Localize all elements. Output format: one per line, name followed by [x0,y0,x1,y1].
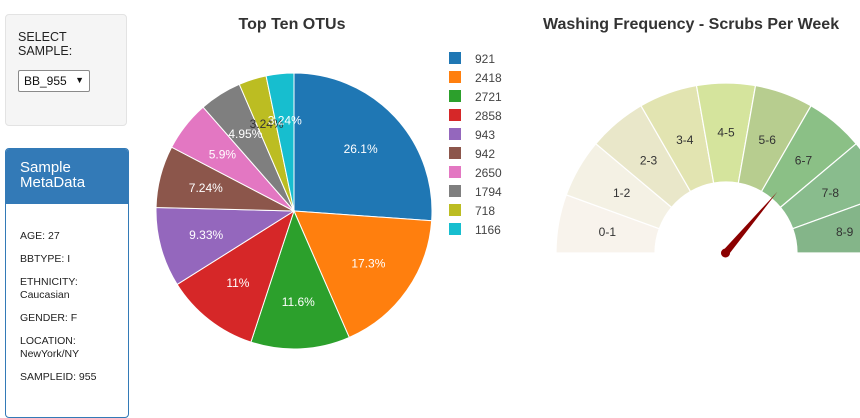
pie-slice-label: 26.1% [344,142,378,156]
gauge-sector-label: 7-8 [822,186,840,200]
gauge-sector-7-8 [779,142,860,230]
legend-swatch-1166[interactable] [449,223,461,235]
legend-label-2650[interactable]: 2650 [475,166,502,180]
pie-slice-label: 11.6% [282,295,315,309]
gauge-sector-label: 8-9 [836,225,854,239]
pie-slice-label: 11% [226,276,249,290]
top-otus-pie-chart: Top Ten OTUs 26.1% 17.3% 11.6% 11% 9.33% 7.24… [155,16,502,350]
pie-slice-2418[interactable] [293,210,433,339]
pie-slice-label: 17.3% [351,257,385,271]
legend-swatch-2858[interactable] [449,109,461,121]
chevron-down-icon: ▼ [75,75,84,85]
pie-slice-2858[interactable] [176,209,295,343]
metadata-title-line2: MetaData [20,174,86,191]
legend-label-2418[interactable]: 2418 [475,71,502,85]
legend-swatch-2418[interactable] [449,71,461,83]
pie-slice-943[interactable] [155,206,296,286]
gauge-sector-label: 0-1 [599,225,617,239]
pie-slice-label: 7.24% [189,181,223,195]
gauge-sector-8-9 [791,203,860,254]
metadata-title-line1: Sample [20,159,71,176]
sample-dropdown[interactable]: BB_955 ▼ [18,70,90,92]
legend-label-2858[interactable]: 2858 [475,109,502,123]
pie-slice-label: 4.95% [228,127,262,141]
metadata-age: AGE: 27 [20,230,60,242]
washing-frequency-gauge: Washing Frequency - Scrubs Per Week 0-1 1… [543,16,860,258]
pie-slice-label: 3.24% [250,117,284,131]
gauge-sector-label: 2-3 [640,154,658,168]
metadata-panel-heading: Sample MetaData [6,149,128,204]
pie-slice-2721[interactable] [250,209,350,350]
legend-swatch-718[interactable] [449,204,461,216]
gauge-chart-title: Washing Frequency - Scrubs Per Week [543,16,839,33]
metadata-location-key: LOCATION: [20,335,76,347]
metadata-location-value: NewYork/NY [20,348,80,360]
legend-swatch-943[interactable] [449,128,461,140]
legend-label-718[interactable]: 718 [475,204,495,218]
legend-label-921[interactable]: 921 [475,52,495,66]
pie-chart-title: Top Ten OTUs [239,16,346,33]
sample-dropdown-value: BB_955 [24,74,67,88]
gauge-needle-hub [721,248,730,258]
legend-swatch-1794[interactable] [449,185,461,197]
select-sample-label: SELECT SAMPLE: [18,30,73,58]
pie-slice-921[interactable] [293,72,433,222]
gauge-sector-label: 1-2 [613,186,631,200]
legend-label-943[interactable]: 943 [475,128,495,142]
legend-label-942[interactable]: 942 [475,147,495,161]
gauge-sector-label: 6-7 [795,154,813,168]
gauge-sector-label: 3-4 [676,133,694,147]
pie-slice-label: 9.33% [189,228,223,242]
legend-swatch-2721[interactable] [449,90,461,102]
legend-label-2721[interactable]: 2721 [475,90,502,104]
metadata-gender: GENDER: F [20,312,78,324]
legend-swatch-942[interactable] [449,147,461,159]
legend-label-1794[interactable]: 1794 [475,185,502,199]
pie-slice-label: 5.9% [209,148,237,162]
sample-metadata-panel: Sample MetaData AGE: 27 BBTYPE: I ETHNIC… [5,148,129,418]
gauge-sector-label: 4-5 [717,126,735,140]
pie-slice-1166[interactable] [265,72,295,212]
pie-slice-label: 3.24% [268,113,302,127]
metadata-sampleid: SAMPLEID: 955 [20,371,97,383]
metadata-ethnicity-value: Caucasian [20,289,70,301]
metadata-ethnicity-key: ETHNICITY: [20,276,78,288]
metadata-bbtype: BBTYPE: I [20,253,71,265]
gauge-sector-label: 5-6 [759,133,777,147]
legend-swatch-921[interactable] [449,52,461,64]
gauge-needle [722,191,778,256]
legend-label-1166[interactable]: 1166 [475,223,501,237]
legend-swatch-2650[interactable] [449,166,461,178]
